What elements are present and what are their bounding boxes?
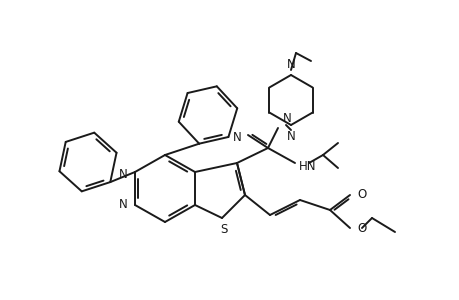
Text: N: N: [119, 167, 128, 181]
Text: S: S: [220, 223, 227, 236]
Text: HN: HN: [298, 160, 316, 172]
Text: N: N: [233, 130, 241, 143]
Text: N: N: [286, 58, 295, 71]
Text: N: N: [286, 130, 295, 143]
Text: N: N: [119, 199, 128, 212]
Text: N: N: [282, 112, 291, 125]
Text: O: O: [356, 221, 365, 235]
Text: O: O: [356, 188, 365, 202]
